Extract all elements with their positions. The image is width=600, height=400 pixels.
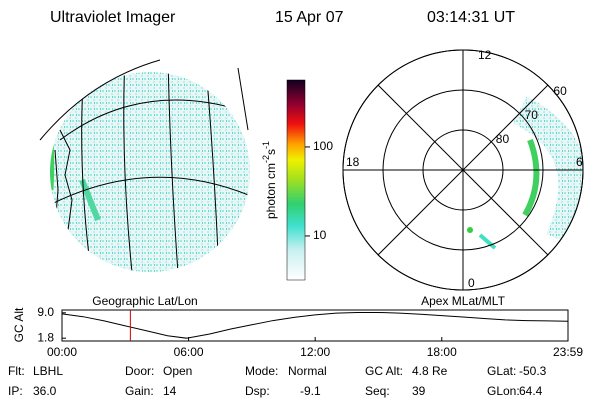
field-value: LBHL — [33, 364, 63, 378]
x-tick-label: 23:59 — [553, 345, 583, 359]
footer: Flt: LBHL Door: Open Mode: Normal GC Alt: 4.8 R… — [8, 364, 547, 398]
field-value: 39 — [412, 384, 426, 398]
map-caption: Geographic Lat/Lon — [92, 294, 197, 308]
colorbar-tick-label: 10 — [313, 228, 327, 242]
lat-label: 70 — [525, 108, 539, 122]
field-label: Door: — [125, 364, 154, 378]
field-value: Normal — [288, 364, 327, 378]
colorbar-label: photon cm-2s-1 — [261, 141, 278, 219]
mlt-label: 6 — [576, 155, 583, 169]
lat-label: 60 — [553, 84, 567, 98]
field-value: 36.0 — [33, 384, 57, 398]
lat-ring — [422, 129, 504, 211]
mlt-label: 12 — [478, 48, 492, 62]
field-value: 14 — [163, 384, 177, 398]
y-tick-label: 9.0 — [37, 305, 54, 319]
field-label: Gain: — [125, 384, 154, 398]
field-value: -50.3 — [519, 364, 547, 378]
time: 03:14:31 UT — [427, 9, 515, 26]
lat-label: 80 — [496, 132, 510, 146]
field-label: Seq: — [365, 384, 390, 398]
y-tick-label: 1.8 — [37, 330, 54, 344]
field-label: Dsp: — [245, 384, 270, 398]
field-value: 4.8 Re — [412, 364, 448, 378]
lat-ring — [382, 89, 544, 251]
polar-map: 12 18 6 0 Apex MLat/MLT 80 70 60 — [342, 48, 584, 308]
field-value: 64.4 — [519, 384, 543, 398]
date: 15 Apr 07 — [275, 9, 344, 26]
colorbar-tick-label: 100 — [313, 139, 333, 153]
field-label: Mode: — [245, 364, 278, 378]
geographic-map: Geographic Lat/Lon — [39, 59, 250, 308]
title: Ultraviolet Imager — [50, 9, 176, 26]
y-axis-label: GC Alt — [12, 307, 26, 342]
field-label: GC Alt: — [365, 364, 403, 378]
mlt-label: 0 — [468, 276, 475, 290]
mlt-label: 18 — [346, 155, 360, 169]
colorbar: photon cm-2s-1 10 100 — [261, 79, 333, 281]
altitude-chart: GC Alt 00:00 06:00 12:00 18:00 23:59 9.0 1.8 — [12, 305, 583, 359]
lat-ring — [342, 49, 584, 291]
x-tick-label: 00:00 — [47, 345, 77, 359]
x-tick-label: 12:00 — [300, 345, 330, 359]
field-label: GLat: — [487, 364, 516, 378]
field-value: -9.1 — [300, 384, 321, 398]
altitude-line — [61, 311, 569, 339]
field-label: Flt: — [8, 364, 25, 378]
map-caption: Apex MLat/MLT — [421, 294, 505, 308]
x-tick-label: 06:00 — [174, 345, 204, 359]
field-label: GLon: — [487, 384, 520, 398]
field-value: Open — [163, 364, 192, 378]
x-tick-label: 18:00 — [427, 345, 457, 359]
field-label: IP: — [8, 384, 23, 398]
